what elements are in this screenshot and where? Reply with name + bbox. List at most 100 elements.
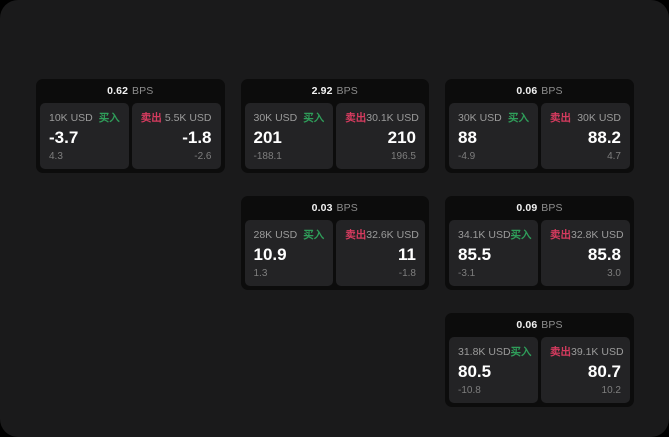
buy-panel-header: 34.1K USD 买入 <box>458 228 532 242</box>
sell-action-label[interactable]: 卖出 <box>345 229 367 241</box>
sell-delta: -1.8 <box>398 268 416 279</box>
bps-value: 0.06 <box>516 319 538 331</box>
spread-card-column: 0.06 BPS 30K USD 买入 88 -4.9 卖出 30K USD 8… <box>445 79 634 407</box>
buy-delta: -4.9 <box>458 151 476 162</box>
sell-action-label[interactable]: 卖出 <box>550 112 571 124</box>
sell-delta: 4.7 <box>607 151 621 162</box>
buy-panel[interactable]: 30K USD 买入 88 -4.9 <box>449 103 538 169</box>
bps-unit-label: BPS <box>336 202 358 214</box>
buy-quantity: 30K USD <box>458 111 502 124</box>
sell-quantity: 32.6K USD <box>366 228 419 241</box>
card-header: 0.09 BPS <box>445 196 634 220</box>
bps-value: 2.92 <box>311 85 333 97</box>
sell-action-label[interactable]: 卖出 <box>550 229 571 241</box>
sell-price: 80.7 <box>587 362 621 381</box>
buy-action-label[interactable]: 买入 <box>508 112 529 124</box>
buy-price: -3.7 <box>49 128 79 147</box>
buy-price: 10.9 <box>253 245 287 264</box>
sell-panel-header: 卖出 39.1K USD <box>550 345 624 359</box>
buy-delta: -10.8 <box>458 385 481 396</box>
sell-quantity: 39.1K USD <box>571 345 624 358</box>
buy-panel-header: 10K USD 买入 <box>49 111 120 125</box>
spread-card-column: 0.62 BPS 10K USD 买入 -3.7 4.3 卖出 5.5K USD… <box>36 79 225 173</box>
card-header: 0.06 BPS <box>445 313 634 337</box>
sell-action-label[interactable]: 卖出 <box>140 112 162 124</box>
bps-unit-label: BPS <box>541 202 563 214</box>
buy-delta: -3.1 <box>458 268 476 279</box>
buy-delta: -188.1 <box>253 151 282 162</box>
buy-panel-header: 31.8K USD 买入 <box>458 345 532 359</box>
sell-panel-header: 卖出 30K USD <box>550 111 621 125</box>
sell-delta: 3.0 <box>607 268 621 279</box>
bps-unit-label: BPS <box>132 85 154 97</box>
buy-action-label[interactable]: 买入 <box>510 346 532 358</box>
spread-card-board: 0.62 BPS 10K USD 买入 -3.7 4.3 卖出 5.5K USD… <box>36 79 634 407</box>
sell-delta: 196.5 <box>390 151 416 162</box>
buy-price: 88 <box>458 128 477 147</box>
buy-panel-header: 28K USD 买入 <box>253 228 325 242</box>
sell-action-label[interactable]: 卖出 <box>550 346 571 358</box>
buy-panel[interactable]: 30K USD 买入 201 -188.1 <box>244 103 334 169</box>
bps-unit-label: BPS <box>336 85 358 97</box>
buy-price: 201 <box>253 128 282 147</box>
buy-quantity: 10K USD <box>49 111 93 124</box>
buy-quantity: 28K USD <box>253 228 298 241</box>
sell-panel[interactable]: 卖出 39.1K USD 80.7 10.2 <box>541 337 630 403</box>
buy-action-label[interactable]: 买入 <box>510 229 532 241</box>
sell-delta: -2.6 <box>194 151 212 162</box>
spread-card[interactable]: 0.03 BPS 28K USD 买入 10.9 1.3 卖出 32.6K US… <box>240 196 430 290</box>
buy-action-label[interactable]: 买入 <box>303 112 325 124</box>
buy-quantity: 30K USD <box>253 111 298 124</box>
card-header: 0.06 BPS <box>445 79 634 103</box>
bps-value: 0.06 <box>516 85 538 97</box>
sell-price: 85.8 <box>587 245 621 264</box>
buy-price: 85.5 <box>458 245 492 264</box>
spread-card[interactable]: 0.06 BPS 31.8K USD 买入 80.5 -10.8 卖出 39.1… <box>445 313 634 407</box>
buy-panel[interactable]: 10K USD 买入 -3.7 4.3 <box>40 103 129 169</box>
sell-panel[interactable]: 卖出 5.5K USD -1.8 -2.6 <box>131 103 221 169</box>
sell-panel[interactable]: 卖出 30K USD 88.2 4.7 <box>541 103 630 169</box>
card-header: 0.62 BPS <box>36 79 225 103</box>
sell-quantity: 30K USD <box>577 111 621 124</box>
card-body: 31.8K USD 买入 80.5 -10.8 卖出 39.1K USD 80.… <box>445 337 634 407</box>
card-body: 28K USD 买入 10.9 1.3 卖出 32.6K USD 11 -1.8 <box>241 220 430 290</box>
buy-panel-header: 30K USD 买入 <box>253 111 325 125</box>
buy-delta: 4.3 <box>49 151 63 162</box>
sell-price: -1.8 <box>182 128 212 147</box>
sell-price: 210 <box>387 128 416 147</box>
buy-action-label[interactable]: 买入 <box>303 229 325 241</box>
card-body: 30K USD 买入 201 -188.1 卖出 30.1K USD 210 1… <box>241 103 430 173</box>
card-body: 34.1K USD 买入 85.5 -3.1 卖出 32.8K USD 85.8… <box>445 220 634 290</box>
buy-panel[interactable]: 28K USD 买入 10.9 1.3 <box>244 220 334 286</box>
spread-card[interactable]: 0.09 BPS 34.1K USD 买入 85.5 -3.1 卖出 32.8K… <box>445 196 634 290</box>
spread-card[interactable]: 0.62 BPS 10K USD 买入 -3.7 4.3 卖出 5.5K USD… <box>36 79 225 173</box>
card-body: 10K USD 买入 -3.7 4.3 卖出 5.5K USD -1.8 -2.… <box>36 103 225 173</box>
bps-value: 0.62 <box>107 85 129 97</box>
sell-quantity: 30.1K USD <box>366 111 419 124</box>
sell-panel-header: 卖出 5.5K USD <box>140 111 212 125</box>
buy-price: 80.5 <box>458 362 492 381</box>
sell-panel[interactable]: 卖出 30.1K USD 210 196.5 <box>336 103 425 169</box>
buy-panel[interactable]: 34.1K USD 买入 85.5 -3.1 <box>449 220 538 286</box>
sell-panel-header: 卖出 32.8K USD <box>550 228 624 242</box>
spread-card-column: 2.92 BPS 30K USD 买入 201 -188.1 卖出 30.1K … <box>240 79 430 290</box>
buy-action-label[interactable]: 买入 <box>98 112 120 124</box>
spread-card[interactable]: 0.06 BPS 30K USD 买入 88 -4.9 卖出 30K USD 8… <box>445 79 634 173</box>
sell-panel[interactable]: 卖出 32.6K USD 11 -1.8 <box>336 220 425 286</box>
buy-delta: 1.3 <box>253 268 268 279</box>
spread-card[interactable]: 2.92 BPS 30K USD 买入 201 -188.1 卖出 30.1K … <box>240 79 430 173</box>
sell-price: 88.2 <box>587 128 621 147</box>
sell-delta: 10.2 <box>601 385 621 396</box>
card-header: 0.03 BPS <box>241 196 430 220</box>
buy-quantity: 34.1K USD <box>458 228 511 241</box>
card-header: 2.92 BPS <box>241 79 430 103</box>
sell-action-label[interactable]: 卖出 <box>345 112 367 124</box>
sell-price: 11 <box>398 245 416 264</box>
sell-panel[interactable]: 卖出 32.8K USD 85.8 3.0 <box>541 220 630 286</box>
buy-panel-header: 30K USD 买入 <box>458 111 529 125</box>
bps-value: 0.03 <box>311 202 333 214</box>
bps-unit-label: BPS <box>541 85 563 97</box>
buy-panel[interactable]: 31.8K USD 买入 80.5 -10.8 <box>449 337 538 403</box>
sell-quantity: 32.8K USD <box>571 228 624 241</box>
